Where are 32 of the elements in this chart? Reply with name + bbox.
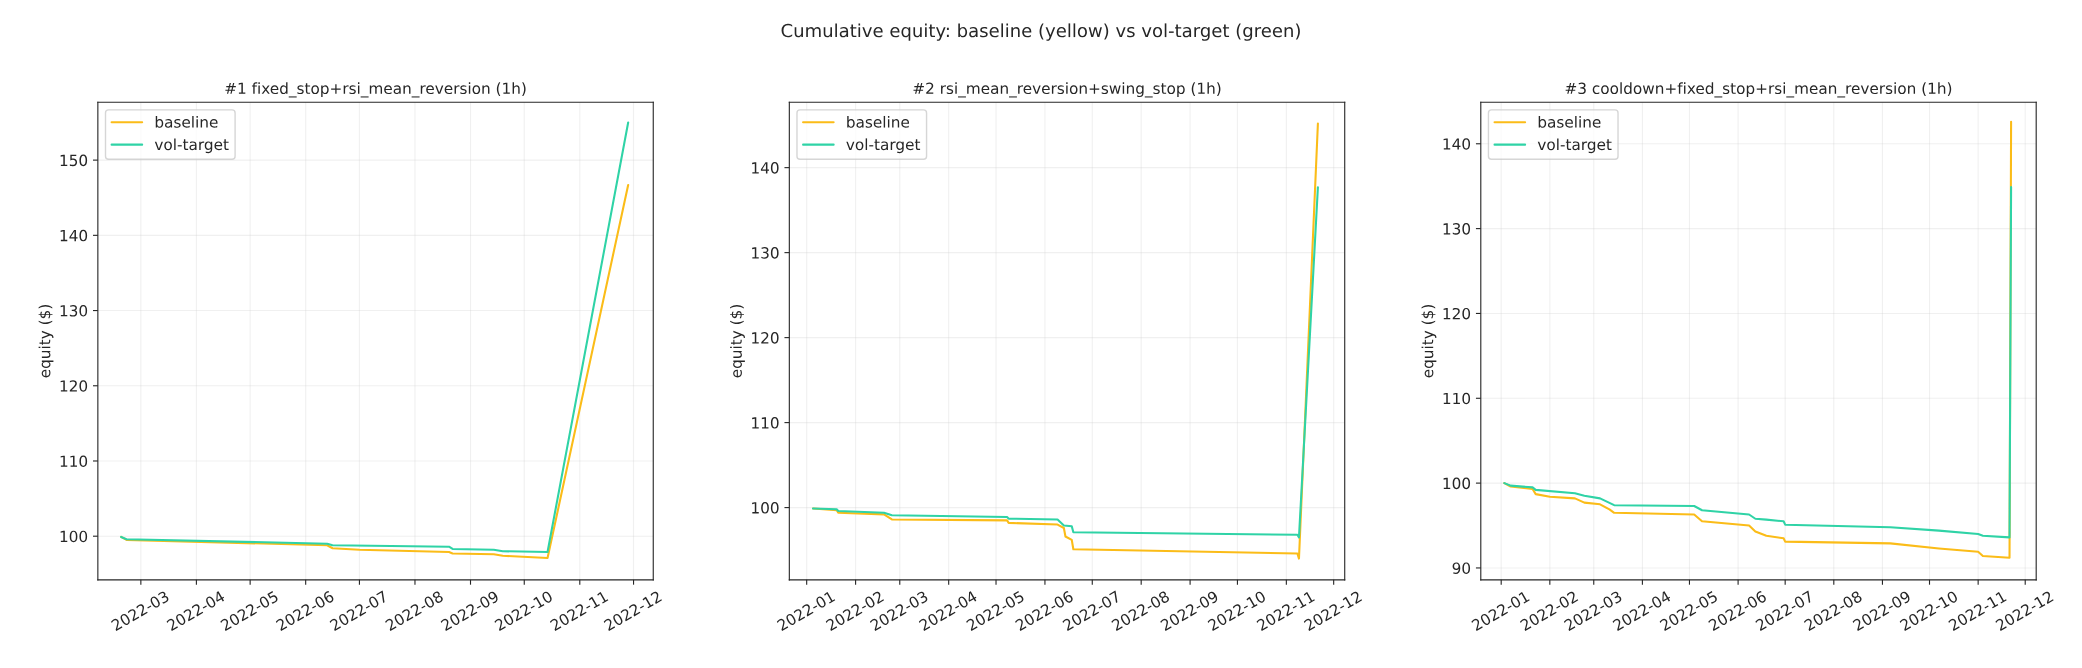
legend-label: baseline <box>155 115 218 128</box>
y-tick-label: 140 <box>1443 138 1471 150</box>
y-tick-label: 150 <box>60 154 88 167</box>
y-tick-label: 100 <box>1443 477 1471 490</box>
y-tick-label: 120 <box>752 332 779 344</box>
legend-label: vol-target <box>154 138 229 154</box>
y-tick-label: 130 <box>1443 223 1471 235</box>
y-tick-label: 120 <box>1443 307 1471 320</box>
y-tick-label: 100 <box>752 502 779 514</box>
y-tick-label: 110 <box>752 417 779 429</box>
y-axis-title: equity ($) <box>1421 305 1437 378</box>
legend-label: vol-target <box>1537 138 1612 154</box>
legend-label: baseline <box>847 115 910 128</box>
y-tick-label: 130 <box>60 305 88 317</box>
line-series <box>811 186 1319 539</box>
legend-label: baseline <box>1538 115 1601 128</box>
y-tick-label: 90 <box>1452 562 1471 574</box>
chart-title: #2 rsi_mean_reversion+swing_stop (1h) <box>913 82 1221 98</box>
y-axis-title: equity ($) <box>38 305 54 378</box>
y-tick-label: 140 <box>752 162 779 174</box>
line-series <box>1503 186 2013 539</box>
chart-title: #1 fixed_stop+rsi_mean_reversion (1h) <box>225 82 526 98</box>
legend-label: vol-target <box>846 138 921 154</box>
y-tick-label: 110 <box>1443 392 1471 405</box>
y-tick-label: 120 <box>60 380 88 392</box>
y-tick-label: 130 <box>752 247 779 259</box>
y-axis-title: equity ($) <box>730 305 745 378</box>
y-tick-label: 100 <box>60 530 88 543</box>
y-tick-label: 110 <box>60 455 88 467</box>
y-tick-label: 140 <box>60 229 88 242</box>
chart-title: #3 cooldown+fixed_stop+rsi_mean_reversion (1h) <box>1565 82 1952 98</box>
text: Cumulative equity: baseline (yellow) vs vol-target (green) <box>781 23 1300 41</box>
